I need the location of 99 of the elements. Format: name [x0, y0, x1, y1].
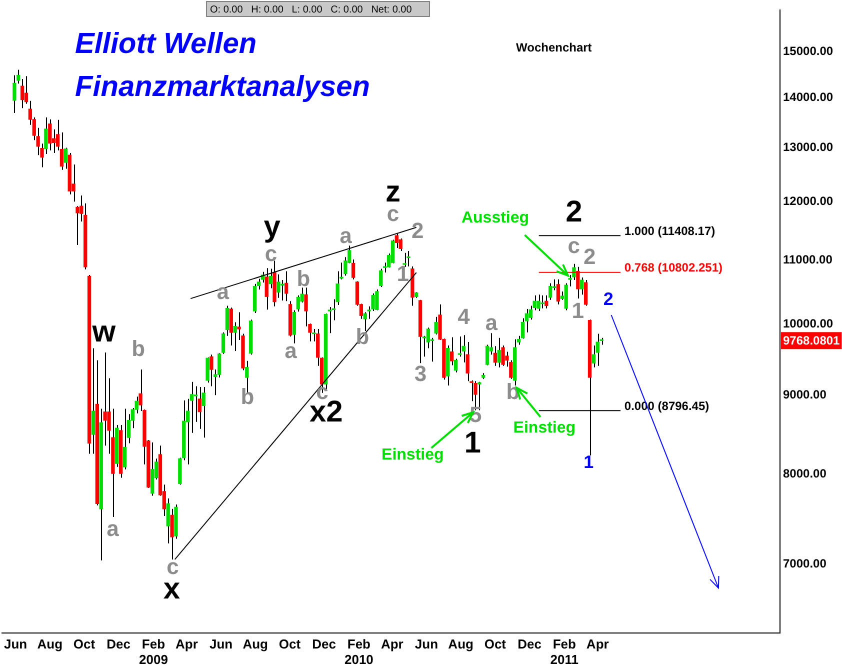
annotation: Einstieg	[513, 419, 576, 436]
x-tick-label: Oct	[73, 636, 96, 652]
candlestick	[206, 356, 210, 384]
text: 9768.0801	[783, 333, 840, 348]
candlestick	[584, 280, 588, 306]
candlestick	[202, 386, 206, 438]
candlestick	[406, 250, 410, 267]
x-tick-label: Dec	[106, 636, 130, 652]
annotation: 2	[566, 195, 582, 228]
x-tick-label: Jun	[209, 636, 233, 652]
candlestick	[233, 322, 237, 352]
x-tick-label: Oct	[484, 636, 507, 652]
x-tick-label: Feb 2011	[550, 636, 579, 666]
candlestick	[556, 278, 560, 305]
annotation: c	[568, 233, 580, 258]
y-tick-label: 15000.00	[783, 44, 834, 58]
annotation: w	[91, 315, 116, 348]
candlestick	[194, 386, 198, 422]
annotation: 1	[572, 298, 584, 324]
candlestick	[564, 282, 568, 311]
annotation: 2	[411, 218, 424, 244]
annotation: c	[166, 554, 179, 580]
annotation: 1	[584, 452, 594, 472]
annotation: 3	[414, 361, 427, 386]
candlestick	[390, 239, 395, 264]
y-tick-label: 9000.00	[783, 387, 827, 402]
x-tick-label: Aug	[242, 636, 268, 652]
annotation: b	[296, 266, 310, 292]
candlestick	[20, 78, 24, 109]
y-tick-label: 10000.00	[783, 316, 834, 331]
candlestick	[544, 294, 548, 309]
annotation: Einstieg	[382, 446, 444, 464]
annotation: a	[340, 223, 353, 248]
annotation: b	[240, 384, 254, 410]
candlestick	[379, 268, 383, 288]
candlestick	[536, 294, 540, 312]
candlestick	[462, 334, 466, 363]
candlestick	[76, 206, 80, 246]
candlestick	[284, 270, 288, 302]
ref-line-label: 1.000 (11408.17)	[624, 224, 716, 238]
candlestick	[225, 305, 230, 336]
candlestick	[292, 310, 296, 344]
candlestick	[48, 118, 52, 151]
y-tick-label: 8000.00	[783, 466, 827, 481]
annotation: a	[485, 310, 498, 336]
annotation: a	[284, 338, 298, 364]
x-tick-label: Aug	[37, 636, 63, 652]
y-tick-label: 13000.00	[783, 140, 834, 154]
candlestick	[540, 294, 544, 309]
x-tick-label: Aug	[448, 636, 474, 652]
candlestick	[485, 344, 490, 366]
candlestick	[375, 289, 379, 311]
annotation: O: 0.00 H: 0.00 L: 0.00 C: 0.00 Net: 0.00	[210, 4, 412, 16]
x-tick-label: Apr	[380, 636, 404, 652]
x-tick-label: Feb 2009	[139, 636, 168, 666]
y-tick-label: 7000.00	[783, 556, 827, 571]
candlestick	[221, 332, 226, 354]
x-tick-label: Dec	[312, 636, 336, 652]
annotation: 1	[396, 261, 409, 286]
x-tick-label: Jun	[4, 636, 28, 652]
candlestick	[580, 277, 584, 296]
candlestick	[276, 274, 280, 298]
candlestick	[296, 294, 300, 312]
annotation: 4	[458, 304, 471, 330]
candlestick	[458, 336, 462, 358]
x-tick-label: Jun	[414, 636, 438, 652]
text: Elliott Wellen	[75, 28, 257, 60]
annotation: 2	[584, 244, 596, 270]
x-tick-label: Apr	[586, 636, 609, 652]
annotation: a	[106, 516, 120, 542]
candlestick	[186, 398, 190, 465]
candlestick	[24, 76, 28, 104]
candlestick	[122, 408, 127, 470]
x-tick-label: Dec	[518, 636, 542, 652]
candlestick	[592, 344, 596, 368]
candlestick	[596, 333, 600, 366]
annotation: Ausstieg	[461, 209, 530, 226]
candlestick	[450, 336, 454, 366]
candlestick	[402, 252, 406, 268]
y-tick-label: 11000.00	[783, 252, 833, 266]
annotation: b	[132, 336, 146, 362]
candlestick	[394, 233, 398, 249]
ref-line-label: 0.768 (10802.251)	[624, 260, 723, 275]
y-tick-label: 14000.00	[783, 90, 834, 104]
annotation: Wochenchart	[516, 40, 592, 54]
candlestick	[497, 337, 501, 368]
x-tick-label: Apr	[175, 636, 198, 652]
x-tick-label: Feb 2010	[344, 636, 374, 666]
text: Finanzmarktanalysen	[75, 71, 370, 103]
annotation: y	[264, 210, 281, 244]
y-tick-label: 12000.00	[783, 194, 834, 208]
candlestick	[328, 306, 332, 334]
candlestick	[398, 238, 402, 252]
annotation: 2	[603, 288, 614, 309]
candlestick	[434, 316, 438, 335]
annotation: 1	[464, 426, 481, 460]
candlestick	[351, 259, 356, 280]
candlestick	[198, 386, 202, 430]
x-tick-label: Oct	[278, 636, 302, 652]
